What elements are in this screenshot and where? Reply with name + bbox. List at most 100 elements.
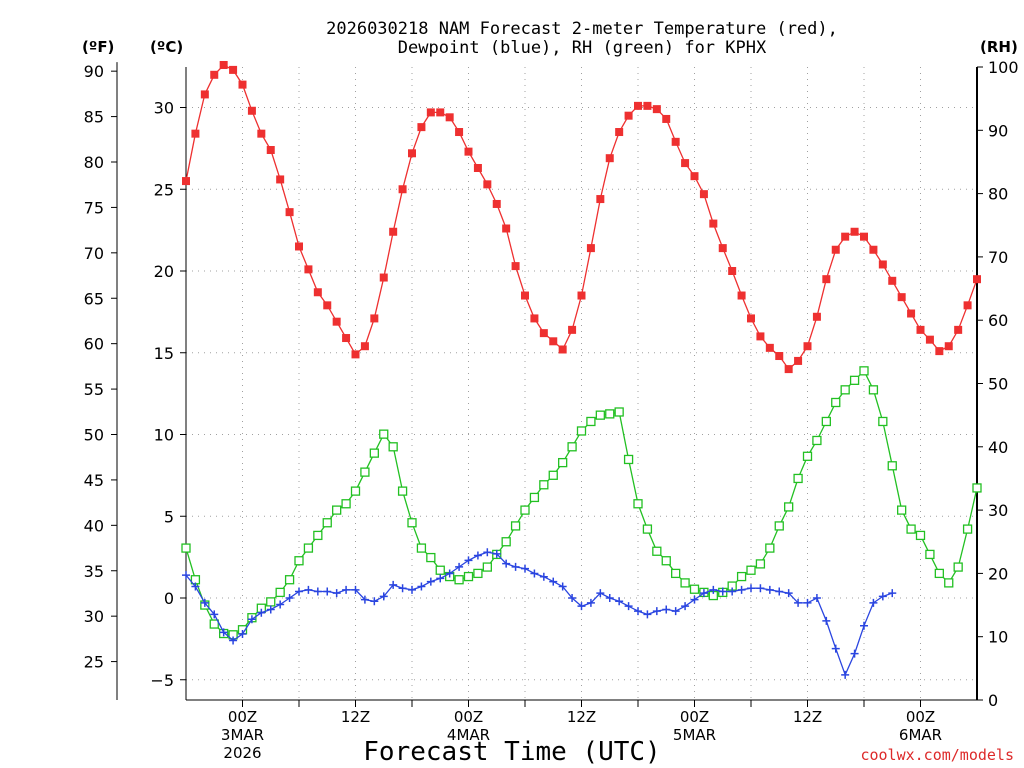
temperature-point — [445, 113, 454, 122]
f-tick-label: 25 — [84, 653, 104, 672]
temperature-point — [200, 90, 209, 99]
rh-unit-label: (RH) — [980, 38, 1018, 56]
dewpoint-point — [634, 607, 642, 616]
rh-tick-label: 50 — [988, 375, 1008, 394]
c-tick-label: 20 — [154, 262, 174, 281]
f-tick-label: 40 — [84, 516, 104, 535]
dewpoint-point — [643, 610, 652, 619]
temperature-point — [888, 276, 897, 285]
temperature-point — [756, 332, 765, 341]
rh-point — [576, 426, 587, 436]
rh-point — [332, 505, 342, 515]
dewpoint-point — [304, 585, 313, 594]
rh-tick-label: 40 — [988, 438, 1008, 457]
temperature-point — [408, 149, 416, 158]
rh-point — [520, 505, 530, 515]
rh-point — [840, 385, 850, 395]
data-series — [181, 60, 982, 679]
temperature-point — [351, 350, 360, 359]
x-tick-label: 12Z — [567, 708, 596, 726]
rh-point — [275, 587, 285, 598]
x-tick-year: 2026 — [223, 744, 261, 762]
f-tick-label: 35 — [84, 562, 104, 581]
rh-point — [605, 409, 615, 419]
temperature-point — [615, 128, 624, 137]
dewpoint-point — [417, 582, 426, 591]
dewpoint-point — [558, 582, 567, 591]
dewpoint-point — [841, 670, 850, 679]
temperature-point — [360, 342, 369, 351]
temperature-point — [229, 65, 238, 74]
rh-point — [897, 505, 907, 515]
dewpoint-point — [464, 556, 473, 565]
rh-point — [303, 543, 314, 553]
dewpoint-point — [747, 584, 755, 593]
rh-tick-label: 10 — [988, 628, 1008, 647]
rh-point — [539, 480, 549, 490]
rh-point — [906, 524, 916, 534]
temperature-point — [784, 365, 793, 374]
rh-tick-label: 80 — [988, 185, 1008, 204]
rh-point — [746, 565, 756, 575]
temperature-point — [850, 227, 859, 236]
dewpoint-point — [285, 594, 294, 602]
temperature-point — [954, 325, 963, 334]
temperature-point — [219, 60, 228, 69]
temperature-point — [530, 314, 539, 323]
dewpoint-point — [662, 605, 671, 614]
rh-point — [322, 518, 332, 528]
dewpoint-point — [276, 600, 285, 609]
temperature-point — [907, 309, 916, 318]
c-tick-label: 30 — [154, 99, 174, 118]
c-tick-label: 25 — [154, 180, 174, 199]
rh-point — [181, 543, 191, 553]
rh-tick-label: 70 — [988, 248, 1008, 267]
dewpoint-point — [389, 580, 398, 589]
dewpoint-point — [728, 587, 737, 596]
temperature-point — [332, 317, 341, 326]
temperature-point — [812, 312, 821, 321]
dewpoint-point — [342, 585, 351, 594]
rh-point — [755, 559, 766, 569]
temperature-point — [728, 267, 737, 275]
temperature-point — [916, 325, 925, 334]
dewpoint-point — [323, 587, 332, 596]
temperature-point — [690, 172, 699, 181]
x-tick-date: 4MAR — [447, 726, 490, 744]
dewpoint-point — [822, 616, 831, 625]
temperature-point — [521, 291, 529, 300]
rh-point — [407, 518, 417, 528]
c-tick-label: 15 — [154, 344, 174, 363]
rh-point — [915, 530, 926, 541]
rh-tick-label: 60 — [988, 311, 1008, 330]
dewpoint-point — [596, 589, 605, 598]
dewpoint-point — [266, 605, 275, 614]
dewpoint-point — [210, 610, 219, 619]
dewpoint-point — [624, 602, 633, 611]
rh-point — [595, 410, 605, 420]
dewpoint-point — [681, 602, 690, 611]
temperature-point — [869, 245, 878, 254]
rh-point — [642, 524, 653, 534]
dewpoint-point — [699, 589, 708, 598]
rh-point — [831, 397, 841, 408]
dewpoint-point — [860, 621, 868, 630]
temperature-point — [652, 105, 661, 114]
rh-point — [313, 530, 323, 541]
rh-point — [558, 457, 568, 468]
temperature-point — [747, 314, 755, 323]
temperature-point — [794, 356, 803, 365]
dewpoint-point — [257, 608, 266, 617]
temperature-point — [860, 232, 868, 241]
dewpoint-point — [238, 629, 247, 638]
temperature-point — [238, 80, 247, 89]
dewpoint-point — [888, 589, 897, 598]
c-tick-label: 0 — [164, 589, 174, 608]
dewpoint-point — [615, 597, 624, 606]
celsius-unit-label: (ºC) — [150, 38, 183, 56]
temperature-point — [398, 185, 407, 194]
x-tick-date: 5MAR — [673, 726, 716, 744]
temperature-point — [634, 101, 642, 110]
dewpoint-point — [445, 569, 454, 578]
temperature-point — [671, 137, 680, 146]
